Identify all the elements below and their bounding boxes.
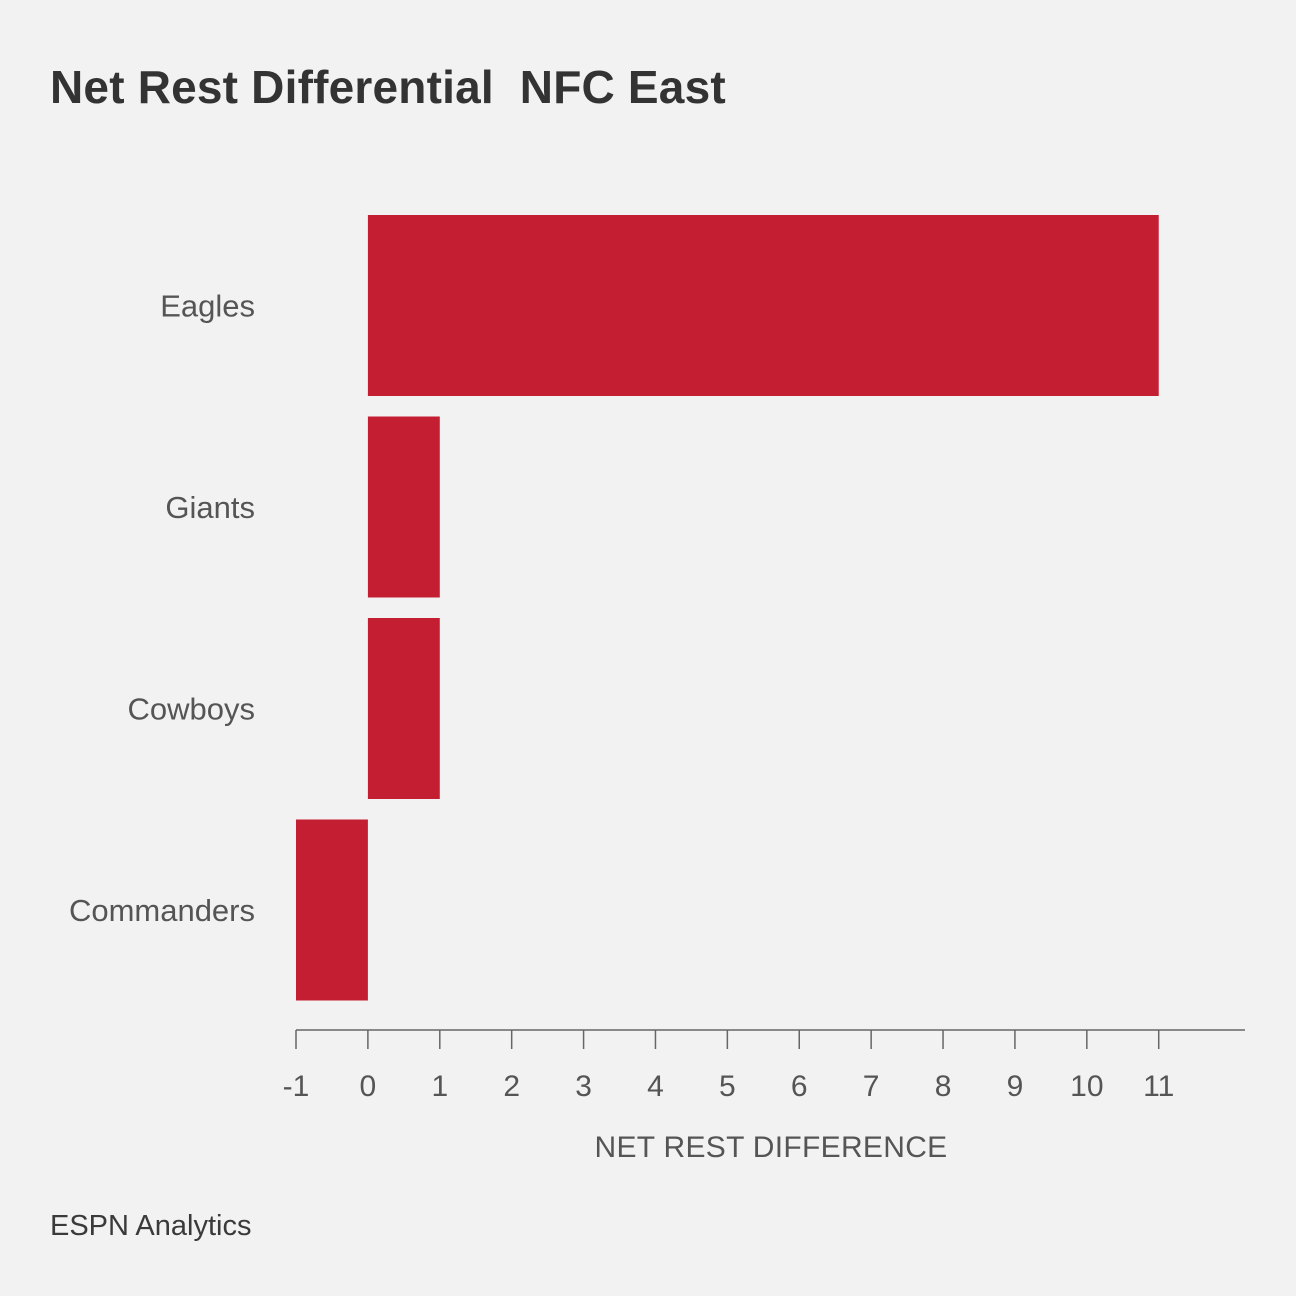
category-label-giants: Giants [165, 490, 255, 525]
bars-group [296, 215, 1159, 1001]
x-tick-label: 1 [431, 1070, 448, 1103]
x-tick-label: 8 [935, 1070, 952, 1103]
category-label-commanders: Commanders [69, 893, 255, 928]
bar-giants [367, 416, 440, 598]
bar-commanders [296, 819, 368, 1001]
x-tick-label: 9 [1007, 1070, 1024, 1103]
category-labels-group: Eagles Giants Cowboys Commanders [69, 289, 255, 929]
x-tick-label: 6 [791, 1070, 808, 1103]
x-tick-label: 2 [503, 1070, 520, 1103]
x-tick-label: 0 [360, 1070, 377, 1103]
category-label-eagles: Eagles [160, 289, 255, 324]
x-tick-label: 3 [575, 1070, 592, 1103]
category-label-cowboys: Cowboys [128, 692, 256, 727]
x-tick-label: 4 [647, 1070, 664, 1103]
x-tick-label: 11 [1143, 1070, 1174, 1103]
x-tick-label: 5 [719, 1070, 736, 1103]
x-axis: -1 0 1 2 3 4 5 6 7 8 9 10 11 [283, 1029, 1245, 1103]
bar-cowboys [367, 618, 440, 799]
source-credit: ESPN Analytics [50, 1210, 252, 1242]
chart-title: Net Rest Differential NFC East [50, 61, 726, 113]
x-tick-label: 7 [863, 1070, 880, 1103]
x-tick-label: -1 [283, 1070, 310, 1103]
x-axis-title: NET REST DIFFERENCE [595, 1131, 948, 1164]
x-tick-label: 10 [1070, 1070, 1103, 1103]
bar-eagles [367, 215, 1159, 396]
